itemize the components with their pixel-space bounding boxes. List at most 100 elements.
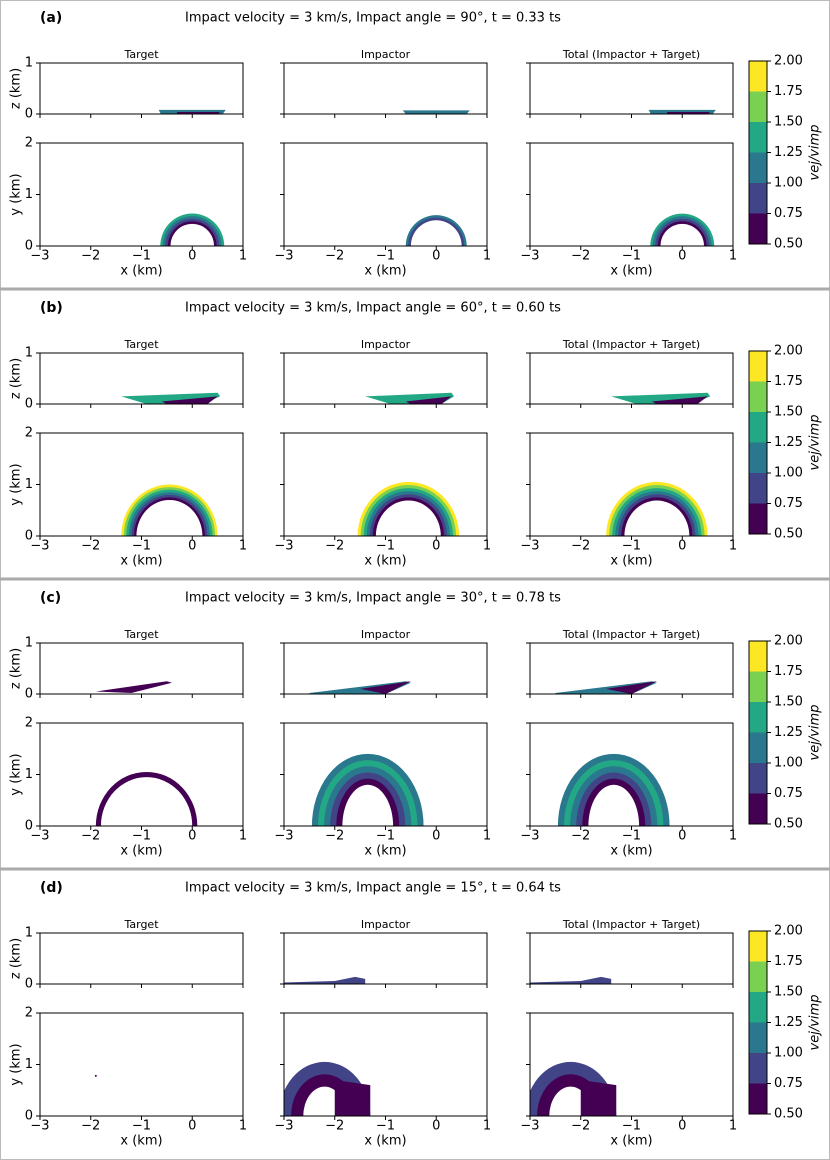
x-tick-label: −1 [376, 249, 395, 264]
ejecta-region [177, 111, 221, 114]
plot-area [158, 109, 226, 114]
plot-area [606, 481, 708, 536]
y-tick-label: 0 [25, 977, 33, 992]
ejecta-hole [136, 499, 203, 536]
y-tick-label: 1 [25, 56, 33, 71]
colorbar-tick-label: 1.25 [774, 435, 803, 450]
x-tick-label: 1 [483, 249, 491, 264]
column-title: Target [123, 918, 159, 931]
ejecta-region [606, 681, 657, 694]
x-tick-label: −3 [274, 249, 293, 264]
ejecta-region [405, 396, 452, 404]
plot-area [95, 681, 172, 693]
y-tick-label: 1 [25, 636, 33, 651]
x-tick-label: −3 [520, 539, 539, 554]
colorbar-segment [749, 122, 767, 153]
panel-label: (b) [40, 300, 63, 316]
colorbar-segment [749, 641, 767, 672]
x-tick-label: 1 [729, 829, 737, 844]
x-tick-label: −3 [30, 1119, 49, 1134]
x-tick-label: 1 [239, 1119, 247, 1134]
colorbar-tick-label: 1.50 [774, 405, 803, 420]
x-tick-label: 0 [188, 539, 196, 554]
colorbar-segment [749, 213, 767, 244]
y-tick-label: 2 [25, 136, 33, 151]
y-tick-label: 2 [25, 426, 33, 441]
ejecta-region [161, 396, 218, 404]
x-tick-label: 0 [678, 1119, 686, 1134]
x-tick-label: −3 [520, 1119, 539, 1134]
ejecta-hole [342, 784, 394, 826]
x-axis-label: x (km) [610, 264, 652, 279]
x-tick-label: 0 [678, 539, 686, 554]
x-tick-label: 0 [678, 249, 686, 264]
ejecta-region [402, 110, 470, 114]
x-tick-label: −3 [520, 829, 539, 844]
y-tick-label: 0 [25, 687, 33, 702]
colorbar-segment [749, 992, 767, 1023]
plot-area [611, 392, 711, 404]
column-title: Target [123, 628, 159, 641]
ejecta-hole [410, 220, 462, 246]
colorbar-tick-label: 1.75 [774, 374, 803, 389]
x-tick-label: −2 [81, 539, 100, 554]
colorbar-segment [749, 931, 767, 962]
plot-area [530, 976, 612, 984]
x-tick-label: 1 [729, 539, 737, 554]
y-axis-label: z (km) [9, 358, 24, 399]
colorbar-tick-label: 1.00 [774, 756, 803, 771]
x-tick-label: −2 [81, 249, 100, 264]
x-tick-label: 1 [483, 1119, 491, 1134]
colorbar-segment [749, 183, 767, 214]
x-tick-label: 0 [432, 539, 440, 554]
ejecta-hole [170, 223, 215, 246]
colorbar-tick-label: 2.00 [774, 924, 803, 939]
axes-frame [283, 932, 488, 985]
x-tick-label: −2 [571, 829, 590, 844]
colorbar-tick-label: 0.50 [774, 1107, 803, 1122]
colorbar-tick-label: 1.00 [774, 466, 803, 481]
x-tick-label: −2 [571, 1119, 590, 1134]
y-tick-label: 0 [25, 107, 33, 122]
panel-title: Impact velocity = 3 km/s, Impact angle =… [185, 301, 561, 316]
x-tick-label: −3 [274, 539, 293, 554]
colorbar-segment [749, 732, 767, 763]
x-tick-label: −1 [132, 539, 151, 554]
plot-area [284, 976, 366, 984]
plot-area [557, 753, 670, 826]
ejecta-hole [660, 223, 705, 246]
y-axis-label: z (km) [9, 68, 24, 109]
plot-area [555, 681, 657, 694]
colorbar-segment [749, 61, 767, 92]
x-tick-label: −1 [622, 1119, 641, 1134]
ejecta-region [580, 1079, 617, 1116]
y-tick-label: 0 [25, 397, 33, 412]
plot-area [648, 109, 716, 114]
plot-area [402, 110, 470, 114]
plot-area [95, 771, 198, 826]
column-title: Target [123, 48, 159, 61]
x-axis-label: x (km) [120, 554, 162, 569]
colorbar-tick-label: 1.00 [774, 176, 803, 191]
x-tick-label: −3 [274, 829, 293, 844]
x-tick-label: −1 [132, 249, 151, 264]
y-axis-label: y (km) [9, 463, 24, 505]
plot-area [357, 481, 460, 536]
column-title: Total (Impactor + Target) [562, 918, 700, 931]
y-axis-label: y (km) [9, 753, 24, 795]
colorbar-tick-label: 2.00 [774, 344, 803, 359]
x-tick-label: −1 [132, 1119, 151, 1134]
x-tick-label: −2 [571, 539, 590, 554]
column-title: Target [123, 338, 159, 351]
x-tick-label: −3 [30, 249, 49, 264]
x-axis-label: x (km) [364, 844, 406, 859]
ejecta-region [651, 396, 708, 404]
x-tick-label: −1 [622, 829, 641, 844]
ejecta-hole [375, 500, 441, 536]
colorbar-tick-label: 0.75 [774, 496, 803, 511]
panel-title: Impact velocity = 3 km/s, Impact angle =… [185, 11, 561, 26]
panel-title: Impact velocity = 3 km/s, Impact angle =… [185, 881, 561, 896]
y-tick-label: 0 [25, 239, 33, 254]
colorbar-tick-label: 0.75 [774, 206, 803, 221]
